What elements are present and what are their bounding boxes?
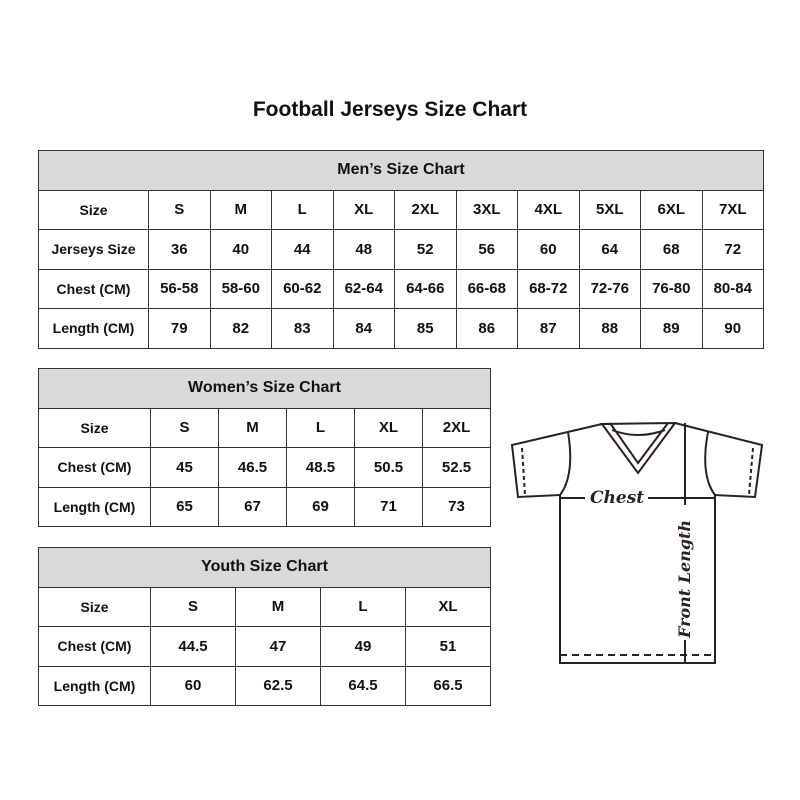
row-label: Chest (CM) [38, 268, 149, 309]
table-cell: 56-58 [148, 268, 211, 309]
table-cell: 66-68 [455, 268, 518, 309]
youth-caption: Youth Size Chart [38, 547, 491, 588]
table-cell: 60-62 [271, 268, 334, 309]
row-label: Chest (CM) [38, 447, 151, 488]
jersey-outline [510, 422, 764, 664]
womens-size-table: Women’s Size Chart Size S M L XL 2XL Chest (CM… [38, 368, 491, 527]
table-cell: 84 [332, 308, 395, 349]
table-cell: 83 [271, 308, 334, 349]
table-cell: 73 [422, 486, 491, 527]
table-cell: S [150, 586, 236, 627]
table-cell: M [209, 189, 272, 230]
table-row: Chest (CM) 44.5 47 49 51 [38, 626, 491, 667]
table-cell: 48.5 [286, 447, 355, 488]
table-row: Chest (CM) 56-58 58-60 60-62 62-64 64-66 66-68… [38, 268, 764, 309]
row-label: Length (CM) [38, 486, 151, 527]
table-cell: 50.5 [354, 447, 423, 488]
row-label: Size [38, 586, 151, 627]
table-cell: XL [332, 189, 395, 230]
table-cell: 85 [394, 308, 457, 349]
table-cell: 66.5 [405, 665, 491, 706]
table-cell: 64 [578, 229, 641, 270]
table-cell: 80-84 [701, 268, 764, 309]
table-cell: L [286, 407, 355, 448]
mens-caption: Men’s Size Chart [38, 150, 764, 191]
table-cell: 48 [332, 229, 395, 270]
table-cell: 58-60 [209, 268, 272, 309]
table-row: Length (CM) 60 62.5 64.5 66.5 [38, 665, 491, 706]
table-cell: 87 [517, 308, 580, 349]
table-cell: 60 [150, 665, 236, 706]
table-cell: 89 [640, 308, 703, 349]
table-cell: 36 [148, 229, 211, 270]
table-cell: M [218, 407, 287, 448]
table-cell: XL [405, 586, 491, 627]
table-cell: 62.5 [235, 665, 321, 706]
table-row: Length (CM) 65 67 69 71 73 [38, 486, 491, 527]
page-title: Football Jerseys Size Chart [252, 98, 528, 121]
row-label: Length (CM) [38, 665, 151, 706]
table-cell: 6XL [640, 189, 703, 230]
jersey-diagram: Chest Front Length [510, 421, 764, 664]
table-cell: 51 [405, 626, 491, 667]
table-cell: L [271, 189, 334, 230]
table-row: Size S M L XL 2XL [38, 407, 491, 448]
row-label: Length (CM) [38, 308, 149, 349]
collar [600, 421, 678, 475]
table-cell: 68 [640, 229, 703, 270]
table-cell: 49 [320, 626, 406, 667]
table-cell: 65 [150, 486, 219, 527]
table-cell: 72 [701, 229, 764, 270]
table-cell: 7XL [701, 189, 764, 230]
table-cell: 82 [209, 308, 272, 349]
table-cell: 5XL [578, 189, 641, 230]
table-cell: XL [354, 407, 423, 448]
table-cell: 45 [150, 447, 219, 488]
row-label: Size [38, 407, 151, 448]
row-label: Chest (CM) [38, 626, 151, 667]
table-row: Chest (CM) 45 46.5 48.5 50.5 52.5 [38, 447, 491, 488]
table-cell: 71 [354, 486, 423, 527]
table-cell: 90 [701, 308, 764, 349]
chest-label: Chest [590, 488, 644, 508]
table-cell: 46.5 [218, 447, 287, 488]
table-row: Size S M L XL 2XL 3XL 4XL 5XL 6XL 7XL [38, 189, 764, 230]
table-cell: 88 [578, 308, 641, 349]
front-length-label: Front Length [675, 520, 694, 639]
table-cell: 40 [209, 229, 272, 270]
table-cell: 2XL [394, 189, 457, 230]
table-cell: 52.5 [422, 447, 491, 488]
table-cell: 69 [286, 486, 355, 527]
table-cell: 76-80 [640, 268, 703, 309]
table-cell: 67 [218, 486, 287, 527]
table-cell: S [150, 407, 219, 448]
row-label: Jerseys Size [38, 229, 149, 270]
mens-size-table: Men’s Size Chart Size S M L XL 2XL 3XL 4XL 5XL 6X… [38, 150, 764, 349]
table-row: Size S M L XL [38, 586, 491, 627]
row-label: Size [38, 189, 149, 230]
table-cell: 79 [148, 308, 211, 349]
table-cell: 52 [394, 229, 457, 270]
table-cell: 64-66 [394, 268, 457, 309]
table-cell: M [235, 586, 321, 627]
table-cell: 2XL [422, 407, 491, 448]
table-cell: 4XL [517, 189, 580, 230]
table-cell: 3XL [455, 189, 518, 230]
table-cell: 62-64 [332, 268, 395, 309]
table-cell: 44 [271, 229, 334, 270]
table-cell: 47 [235, 626, 321, 667]
youth-size-table: Youth Size Chart Size S M L XL Chest (CM) 44.5… [38, 547, 491, 706]
table-cell: 56 [455, 229, 518, 270]
table-cell: 64.5 [320, 665, 406, 706]
table-cell: 86 [455, 308, 518, 349]
table-cell: 72-76 [578, 268, 641, 309]
table-cell: 44.5 [150, 626, 236, 667]
table-cell: S [148, 189, 211, 230]
table-cell: 60 [517, 229, 580, 270]
table-cell: L [320, 586, 406, 627]
table-cell: 68-72 [517, 268, 580, 309]
table-row: Length (CM) 79 82 83 84 85 86 87 88 89 90 [38, 308, 764, 349]
womens-caption: Women’s Size Chart [38, 368, 491, 409]
table-row: Jerseys Size 36 40 44 48 52 56 60 64 68 72 [38, 229, 764, 270]
